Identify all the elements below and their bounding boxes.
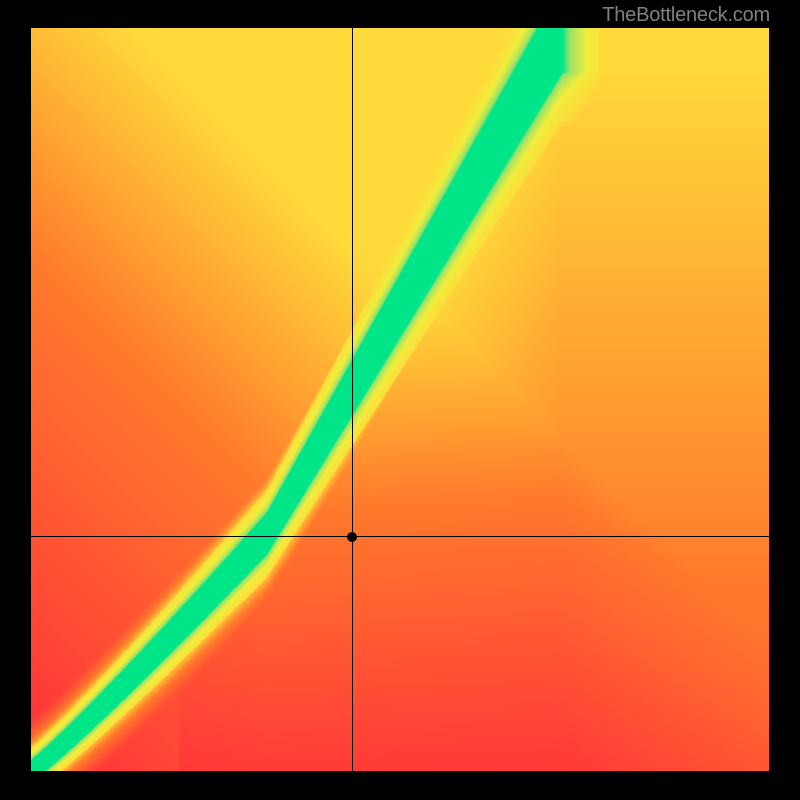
heatmap-canvas: [31, 28, 769, 771]
marker-point: [347, 532, 357, 542]
plot-area: [31, 28, 769, 771]
crosshair-horizontal: [31, 536, 769, 537]
watermark-text: TheBottleneck.com: [602, 4, 770, 27]
crosshair-vertical: [352, 28, 353, 771]
chart-container: TheBottleneck.com: [0, 0, 800, 800]
